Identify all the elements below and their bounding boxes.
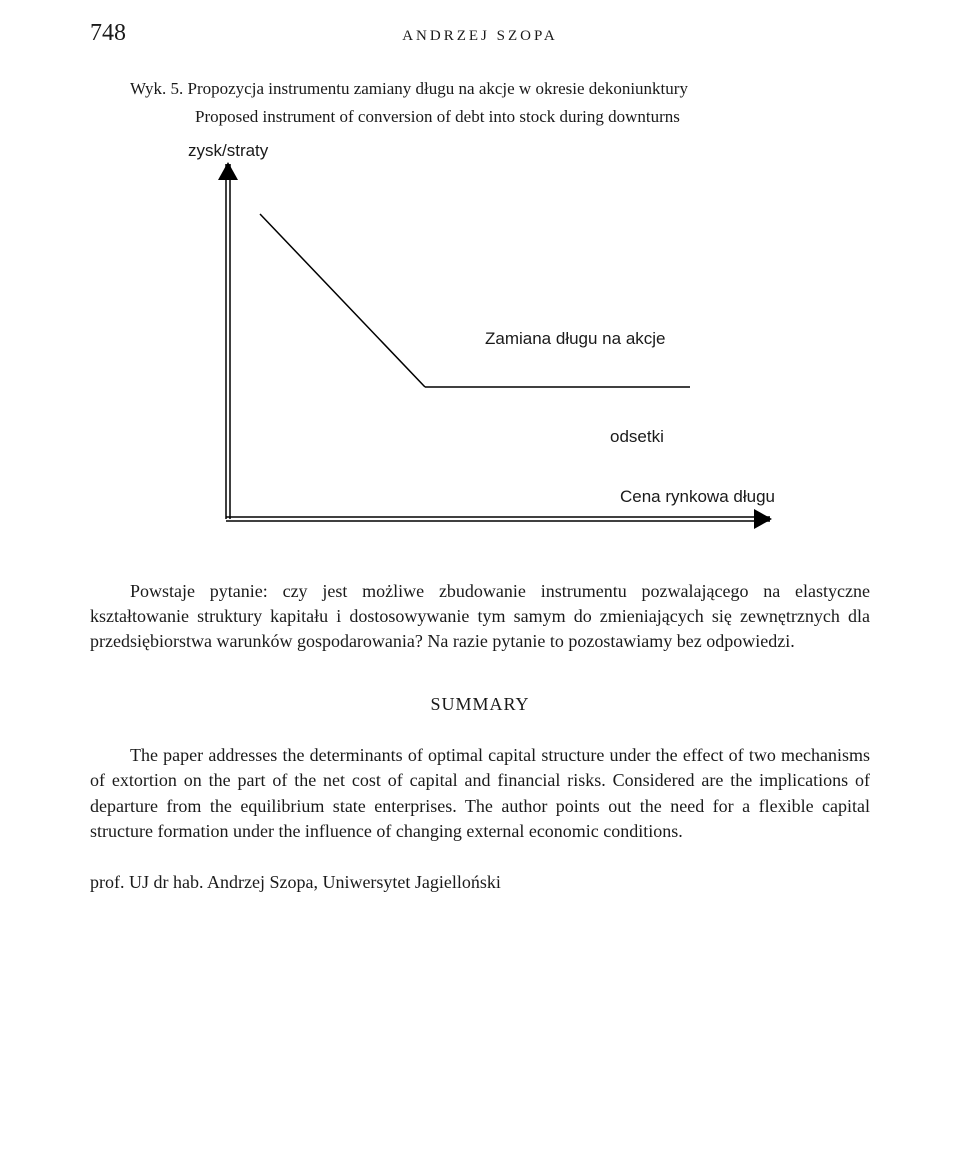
x-axis-label: Cena rynkowa długu xyxy=(620,487,775,507)
y-axis-label: zysk/straty xyxy=(188,141,268,161)
summary-heading: SUMMARY xyxy=(90,694,870,715)
summary-text: The paper addresses the determinants of … xyxy=(90,743,870,844)
page-number: 748 xyxy=(90,20,150,47)
figure-caption-line1: Wyk. 5. Propozycja instrumentu zamiany d… xyxy=(130,77,870,101)
body-paragraph: Powstaje pytanie: czy jest możliwe zbudo… xyxy=(90,579,870,655)
author-line: prof. UJ dr hab. Andrzej Szopa, Uniwersy… xyxy=(90,872,870,893)
interest-label: odsetki xyxy=(610,427,664,447)
page-header: 748 ANDRZEJ SZOPA xyxy=(90,20,870,47)
series-label: Zamiana długu na akcje xyxy=(485,329,666,349)
figure-caption-line2: Proposed instrument of conversion of deb… xyxy=(195,105,870,129)
payoff-chart: zysk/straty Zamiana długu na akcje odset… xyxy=(170,149,790,549)
header-author: ANDRZEJ SZOPA xyxy=(150,28,870,45)
